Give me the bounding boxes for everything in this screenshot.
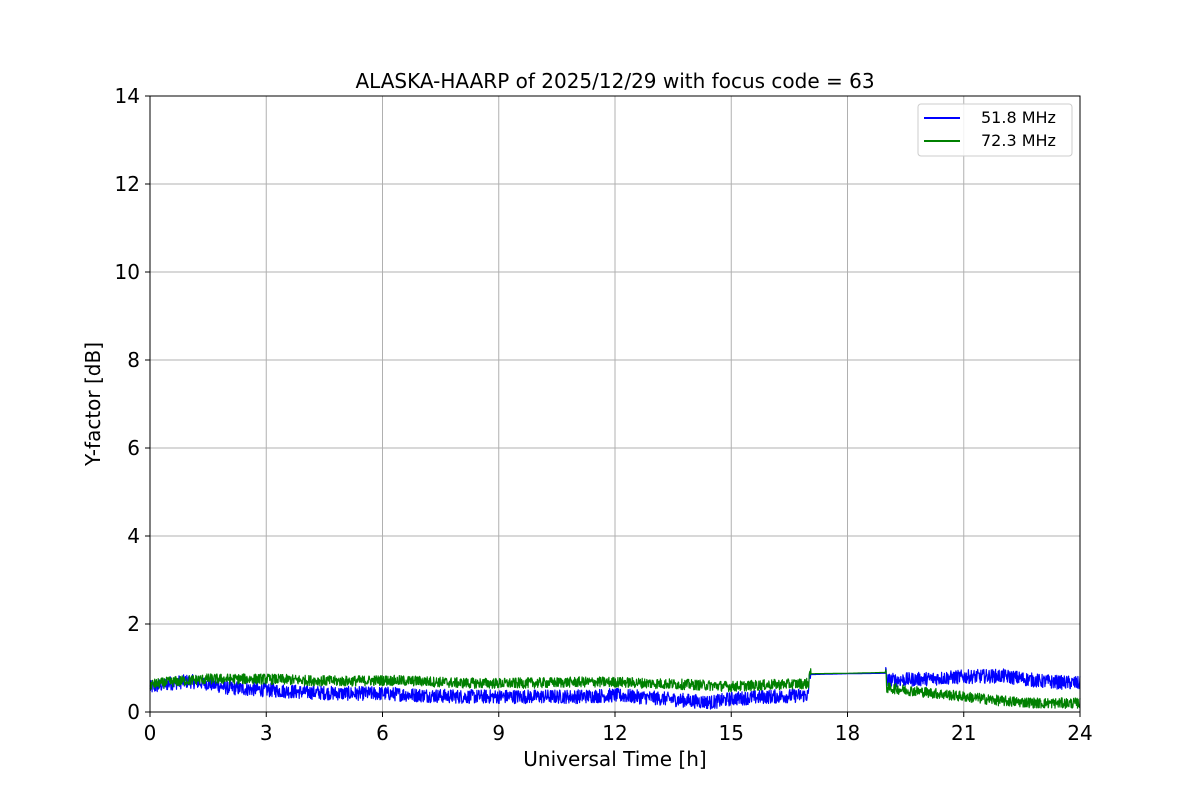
x-tick-label: 21 bbox=[951, 721, 976, 745]
y-tick-label: 4 bbox=[127, 524, 140, 548]
x-tick-label: 12 bbox=[602, 721, 627, 745]
x-axis-label: Universal Time [h] bbox=[523, 747, 706, 771]
x-tick-label: 18 bbox=[835, 721, 860, 745]
x-tick-label: 6 bbox=[376, 721, 389, 745]
series-line-72-3-mhz bbox=[149, 668, 1081, 709]
y-tick-label: 0 bbox=[127, 700, 140, 724]
chart-title: ALASKA-HAARP of 2025/12/29 with focus co… bbox=[355, 69, 874, 93]
legend-label-51-8: 51.8 MHz bbox=[981, 108, 1056, 127]
y-tick-label: 8 bbox=[127, 348, 140, 372]
x-tick-label: 3 bbox=[260, 721, 273, 745]
y-tick-label: 12 bbox=[115, 172, 140, 196]
x-tick-label: 9 bbox=[492, 721, 505, 745]
y-tick-label: 6 bbox=[127, 436, 140, 460]
series-line-51-8-mhz bbox=[149, 667, 1081, 710]
y-tick-label: 2 bbox=[127, 612, 140, 636]
x-tick-label: 0 bbox=[144, 721, 157, 745]
legend-label-72-3: 72.3 MHz bbox=[981, 131, 1056, 150]
x-tick-label: 24 bbox=[1067, 721, 1092, 745]
y-tick-label: 14 bbox=[115, 84, 140, 108]
y-tick-label: 10 bbox=[115, 260, 140, 284]
x-tick-label: 15 bbox=[719, 721, 744, 745]
grid bbox=[149, 95, 1081, 713]
legend: 51.8 MHz 72.3 MHz bbox=[917, 103, 1073, 157]
y-axis-label: Y-factor [dB] bbox=[81, 342, 105, 467]
series-area bbox=[149, 667, 1081, 710]
